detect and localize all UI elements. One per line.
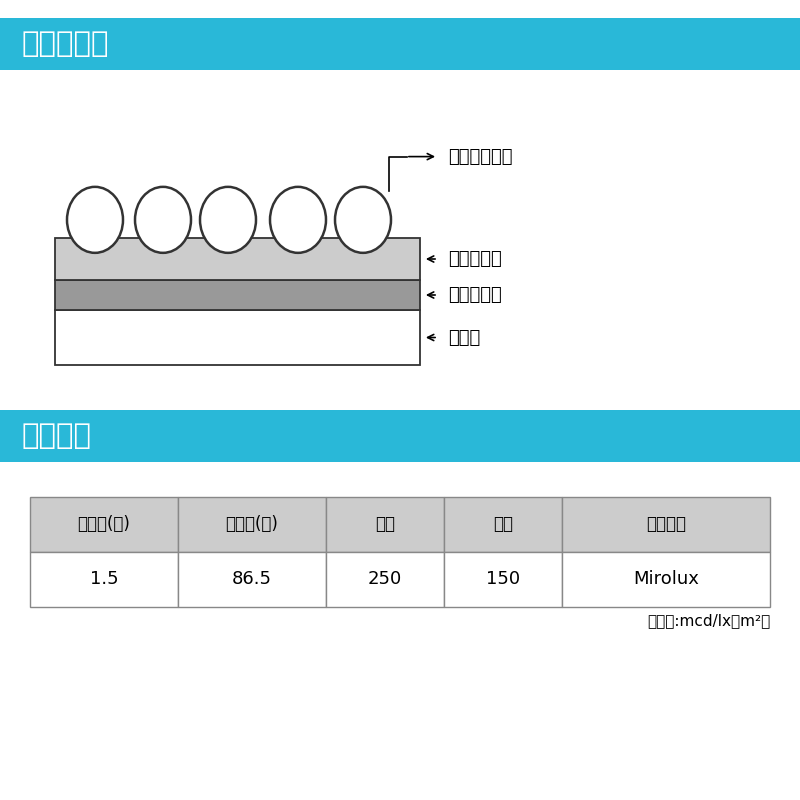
Ellipse shape — [67, 187, 123, 253]
Ellipse shape — [135, 187, 191, 253]
Bar — [55, 280, 420, 310]
Bar — [0, 18, 800, 70]
Text: 入射角(度): 入射角(度) — [226, 515, 278, 534]
Ellipse shape — [270, 187, 326, 253]
Bar — [0, 410, 800, 462]
Text: 観測角(度): 観測角(度) — [78, 515, 130, 534]
Bar — [562, 497, 770, 552]
Bar — [444, 552, 562, 607]
Bar — [30, 552, 178, 607]
Ellipse shape — [200, 187, 256, 253]
Text: 断面構造図: 断面構造図 — [22, 30, 110, 58]
Bar — [326, 497, 444, 552]
Bar — [178, 552, 326, 607]
Bar — [55, 238, 420, 280]
Text: ガラスビーズ: ガラスビーズ — [448, 147, 513, 166]
Text: 測定器名: 測定器名 — [646, 515, 686, 534]
Ellipse shape — [335, 187, 391, 253]
Bar — [444, 497, 562, 552]
Text: 150: 150 — [486, 570, 520, 589]
Text: 接着剤: 接着剤 — [448, 329, 480, 346]
Bar — [562, 552, 770, 607]
Text: 黄色: 黄色 — [493, 515, 513, 534]
Text: 1.5: 1.5 — [90, 570, 118, 589]
Bar — [326, 552, 444, 607]
Text: 反射性能: 反射性能 — [22, 422, 92, 450]
Bar — [178, 497, 326, 552]
Text: 86.5: 86.5 — [232, 570, 272, 589]
Text: バインダー: バインダー — [448, 250, 502, 268]
Bar — [55, 310, 420, 365]
Text: Mirolux: Mirolux — [633, 570, 699, 589]
Bar — [30, 497, 178, 552]
Text: （単位:mcd/lx・m²）: （単位:mcd/lx・m²） — [646, 613, 770, 628]
Text: テープ基材: テープ基材 — [448, 286, 502, 304]
Text: 白色: 白色 — [375, 515, 395, 534]
Text: 250: 250 — [368, 570, 402, 589]
